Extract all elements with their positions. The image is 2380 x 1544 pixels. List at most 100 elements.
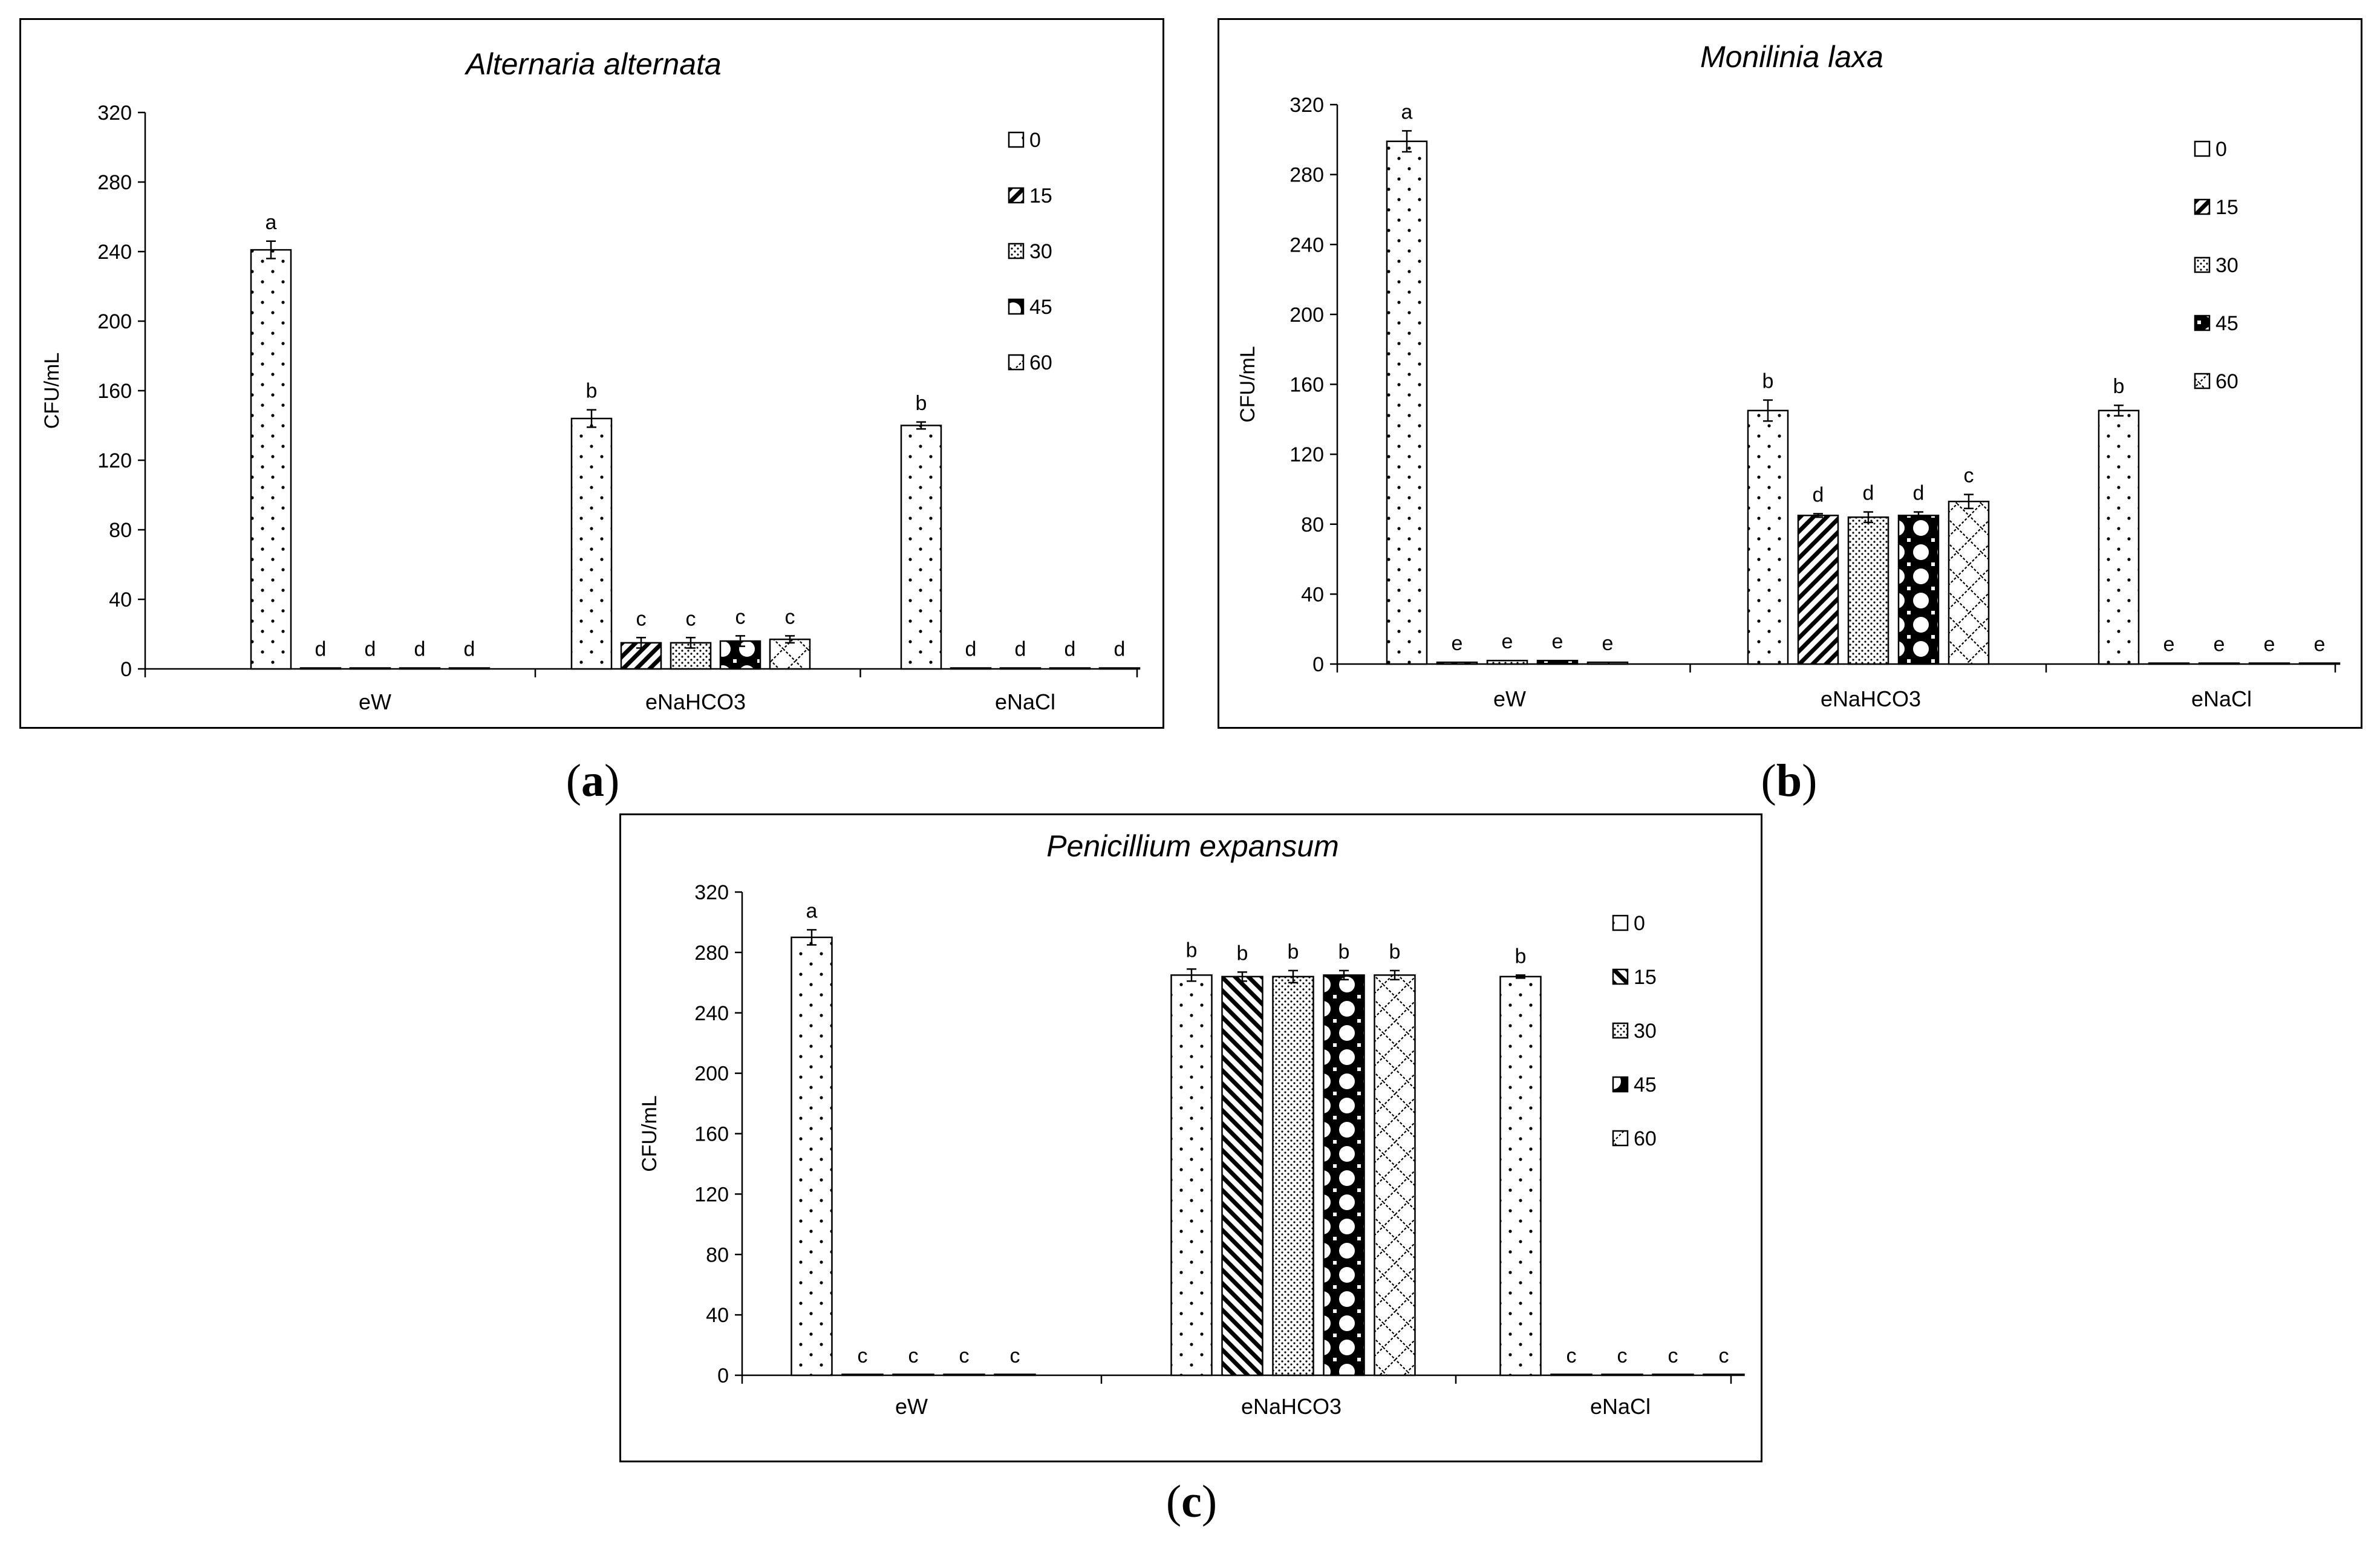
x-tick-label: eNaHCO3 xyxy=(645,689,746,714)
significance-letter: e xyxy=(2163,633,2175,656)
legend-swatch xyxy=(1008,243,1025,259)
bar xyxy=(1049,667,1091,670)
significance-letter: d xyxy=(1064,638,1076,661)
significance-letter: d xyxy=(464,638,475,661)
y-tick-label: 120 xyxy=(1289,443,1324,466)
chart-a-svg: Alternaria alternata CFU/mL 0 40 80 120 160 200… xyxy=(41,47,1141,714)
chart-b-svg: Monilinia laxa CFU/mL 0 40 80 120 160 200 240 280… xyxy=(1236,40,2341,711)
y-tick-label: 280 xyxy=(694,942,729,965)
bar xyxy=(2248,662,2290,665)
legend-swatch xyxy=(2194,373,2211,389)
significance-letter: c xyxy=(1719,1344,1729,1367)
y-axis-label: CFU/mL xyxy=(638,1095,661,1172)
bar xyxy=(570,417,613,670)
legend-label: 30 xyxy=(1634,1020,1657,1043)
legend-swatch xyxy=(1008,187,1025,204)
legend-swatch xyxy=(2194,256,2211,273)
bar xyxy=(2098,409,2140,665)
significance-letter: d xyxy=(1015,638,1026,661)
significance-letter: c xyxy=(735,605,746,628)
caption-a: (a) xyxy=(566,755,620,806)
legend-swatch xyxy=(1612,968,1629,985)
legend-label: 45 xyxy=(2215,312,2238,335)
bar xyxy=(448,667,491,670)
significance-letter: c xyxy=(636,607,647,630)
x-tick-label: eNaCl xyxy=(995,689,1055,714)
significance-letter: b xyxy=(2113,375,2125,398)
legend-swatch xyxy=(1612,1076,1629,1093)
bar xyxy=(769,638,811,670)
significance-letter: a xyxy=(1401,100,1413,123)
chart-title: Monilinia laxa xyxy=(1700,40,1883,74)
significance-letter: b xyxy=(1237,942,1248,965)
significance-letter: b xyxy=(1288,940,1299,963)
legend-swatch xyxy=(1612,1130,1629,1147)
significance-letter: e xyxy=(2214,633,2225,656)
y-tick-label: 0 xyxy=(717,1364,729,1387)
legend-label: 15 xyxy=(1634,966,1657,989)
bar xyxy=(1703,1373,1745,1376)
legend-label: 30 xyxy=(1029,240,1052,263)
chart-c-svg: Penicillium expansum CFU/mL 0 40 80 120 160 200… xyxy=(638,829,1745,1419)
bar xyxy=(1170,974,1213,1376)
significance-letter: c xyxy=(686,607,696,630)
significance-letter: a xyxy=(806,899,818,922)
significance-letter: a xyxy=(266,211,277,234)
bar xyxy=(1601,1373,1643,1376)
y-axis-label: CFU/mL xyxy=(1236,346,1259,423)
legend-swatch xyxy=(2194,140,2211,157)
legend-label: 45 xyxy=(1029,296,1052,319)
x-tick-label: eNaHCO3 xyxy=(1241,1394,1342,1419)
x-tick-label: eW xyxy=(1493,686,1526,711)
bar xyxy=(1221,976,1263,1376)
y-tick-label: 120 xyxy=(97,449,132,472)
chart-panel-c: Penicillium expansum CFU/mL 0 40 80 120 160 200… xyxy=(619,813,1762,1462)
bar xyxy=(1747,409,1789,665)
y-tick-label: 0 xyxy=(1312,653,1324,676)
bar xyxy=(1652,1373,1694,1376)
legend-label: 0 xyxy=(2215,138,2227,161)
bar xyxy=(1897,515,1940,665)
legend-label: 15 xyxy=(2215,196,2238,219)
y-axis-label: CFU/mL xyxy=(41,353,64,429)
bar xyxy=(1374,974,1416,1376)
legend-label: 0 xyxy=(1634,912,1645,935)
significance-letter: c xyxy=(1010,1344,1020,1367)
x-tick-label: eW xyxy=(359,689,391,714)
significance-letter: d xyxy=(1863,482,1874,505)
y-tick-label: 280 xyxy=(97,171,132,194)
significance-letter: b xyxy=(1515,945,1527,968)
y-tick-label: 40 xyxy=(1301,583,1324,606)
significance-letter: b xyxy=(1338,940,1350,963)
significance-letter: b xyxy=(586,380,598,403)
y-tick-label: 0 xyxy=(120,658,132,681)
legend-label: 15 xyxy=(1029,184,1052,207)
x-tick-label: eW xyxy=(895,1394,928,1419)
significance-letter: b xyxy=(1389,940,1401,963)
y-tick-label: 80 xyxy=(109,519,132,542)
legend-swatch xyxy=(1612,1022,1629,1039)
significance-letter: d xyxy=(1813,483,1824,506)
y-tick-label: 320 xyxy=(1289,94,1324,117)
x-tick-label: eNaCl xyxy=(2191,686,2252,711)
legend-label: 0 xyxy=(1029,129,1041,152)
bar xyxy=(1499,976,1542,1376)
significance-letter: d xyxy=(1114,638,1126,661)
significance-letter: e xyxy=(1552,630,1563,653)
bar xyxy=(2148,662,2190,665)
bar xyxy=(892,1373,934,1376)
y-tick-label: 200 xyxy=(1289,304,1324,327)
legend-label: 45 xyxy=(1634,1073,1657,1096)
significance-letter: c xyxy=(1668,1344,1678,1367)
x-tick-label: eNaHCO3 xyxy=(1821,686,1921,711)
significance-letter: e xyxy=(2264,633,2275,656)
legend-swatch xyxy=(1008,354,1025,371)
significance-letter: c xyxy=(858,1344,868,1367)
y-tick-label: 160 xyxy=(1289,374,1324,397)
legend-swatch xyxy=(2194,198,2211,215)
legend-label: 60 xyxy=(1634,1127,1657,1150)
bar xyxy=(1948,500,1990,665)
bar xyxy=(349,667,391,670)
significance-letter: c xyxy=(785,605,795,628)
significance-letter: c xyxy=(908,1344,919,1367)
